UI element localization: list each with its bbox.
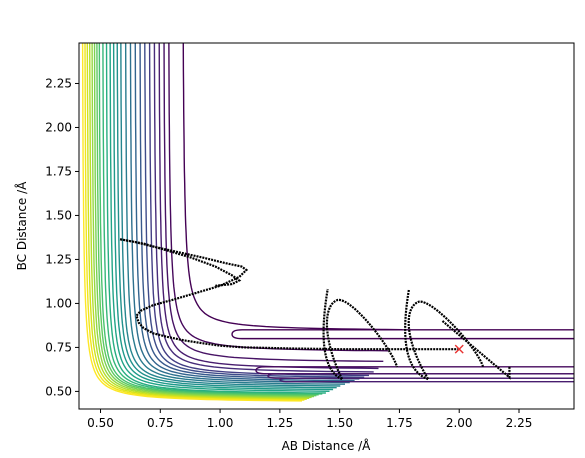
contour-level xyxy=(144,43,365,378)
contour-level xyxy=(109,43,330,392)
x-tick-label: 2.00 xyxy=(446,416,473,430)
x-tick-label: 1.00 xyxy=(207,416,234,430)
y-tick-label: 1.50 xyxy=(45,208,72,222)
contour-level xyxy=(182,43,403,331)
contour-level xyxy=(98,43,319,396)
y-tick-label: 2.25 xyxy=(45,76,72,90)
contour-level xyxy=(148,43,370,377)
contour-level xyxy=(89,43,310,399)
y-axis-label: BC Distance /Å xyxy=(14,181,29,271)
contour-level xyxy=(120,43,341,387)
contour-level xyxy=(84,43,305,401)
contour-lines xyxy=(81,43,574,402)
x-axis-label: AB Distance /Å xyxy=(282,438,372,453)
contour-level xyxy=(116,43,337,389)
contour-level xyxy=(124,43,346,385)
y-axis-ticks: 0.50 0.75 1.00 1.25 1.50 1.75 2.00 2.25 xyxy=(45,76,79,398)
trajectory-loop xyxy=(322,288,399,381)
contour-level xyxy=(267,373,574,379)
trajectory-loop xyxy=(404,288,485,381)
start-marker xyxy=(454,344,464,354)
x-tick-label: 1.25 xyxy=(267,416,294,430)
x-tick-label: 1.75 xyxy=(386,416,413,430)
y-tick-label: 1.75 xyxy=(45,164,72,178)
contour-level xyxy=(81,43,303,402)
y-tick-label: 0.75 xyxy=(45,340,72,354)
contour-level xyxy=(139,43,360,380)
contour-level xyxy=(129,43,350,384)
contour-level xyxy=(158,43,379,370)
trajectory-loop xyxy=(441,320,511,380)
x-tick-label: 0.75 xyxy=(147,416,174,430)
y-tick-label: 1.25 xyxy=(45,252,72,266)
contour-level xyxy=(255,366,574,375)
marker-stroke xyxy=(454,344,464,354)
contour-level xyxy=(163,43,384,362)
contour-level xyxy=(153,43,374,373)
y-tick-label: 1.00 xyxy=(45,296,72,310)
plot-frame xyxy=(78,42,575,410)
contour-level xyxy=(96,43,317,397)
contour-level xyxy=(134,43,355,382)
y-tick-label: 2.00 xyxy=(45,120,72,134)
contour-level xyxy=(105,43,326,394)
contour-level xyxy=(86,43,307,400)
x-tick-label: 1.50 xyxy=(326,416,353,430)
contour-level xyxy=(168,43,389,352)
x-tick-label: 2.25 xyxy=(506,416,533,430)
y-tick-label: 0.50 xyxy=(45,384,72,398)
contour-level xyxy=(102,43,323,395)
contour-level xyxy=(112,43,334,391)
trajectory-path xyxy=(119,238,460,351)
contour-level xyxy=(231,329,574,340)
contour-level xyxy=(91,43,312,399)
contour-level xyxy=(279,377,574,383)
contour-level xyxy=(93,43,315,398)
trajectory xyxy=(119,238,511,381)
x-axis-ticks: 0.50 0.75 1.00 1.25 1.50 1.75 2.00 2.25 xyxy=(87,409,532,430)
x-tick-label: 0.50 xyxy=(87,416,114,430)
